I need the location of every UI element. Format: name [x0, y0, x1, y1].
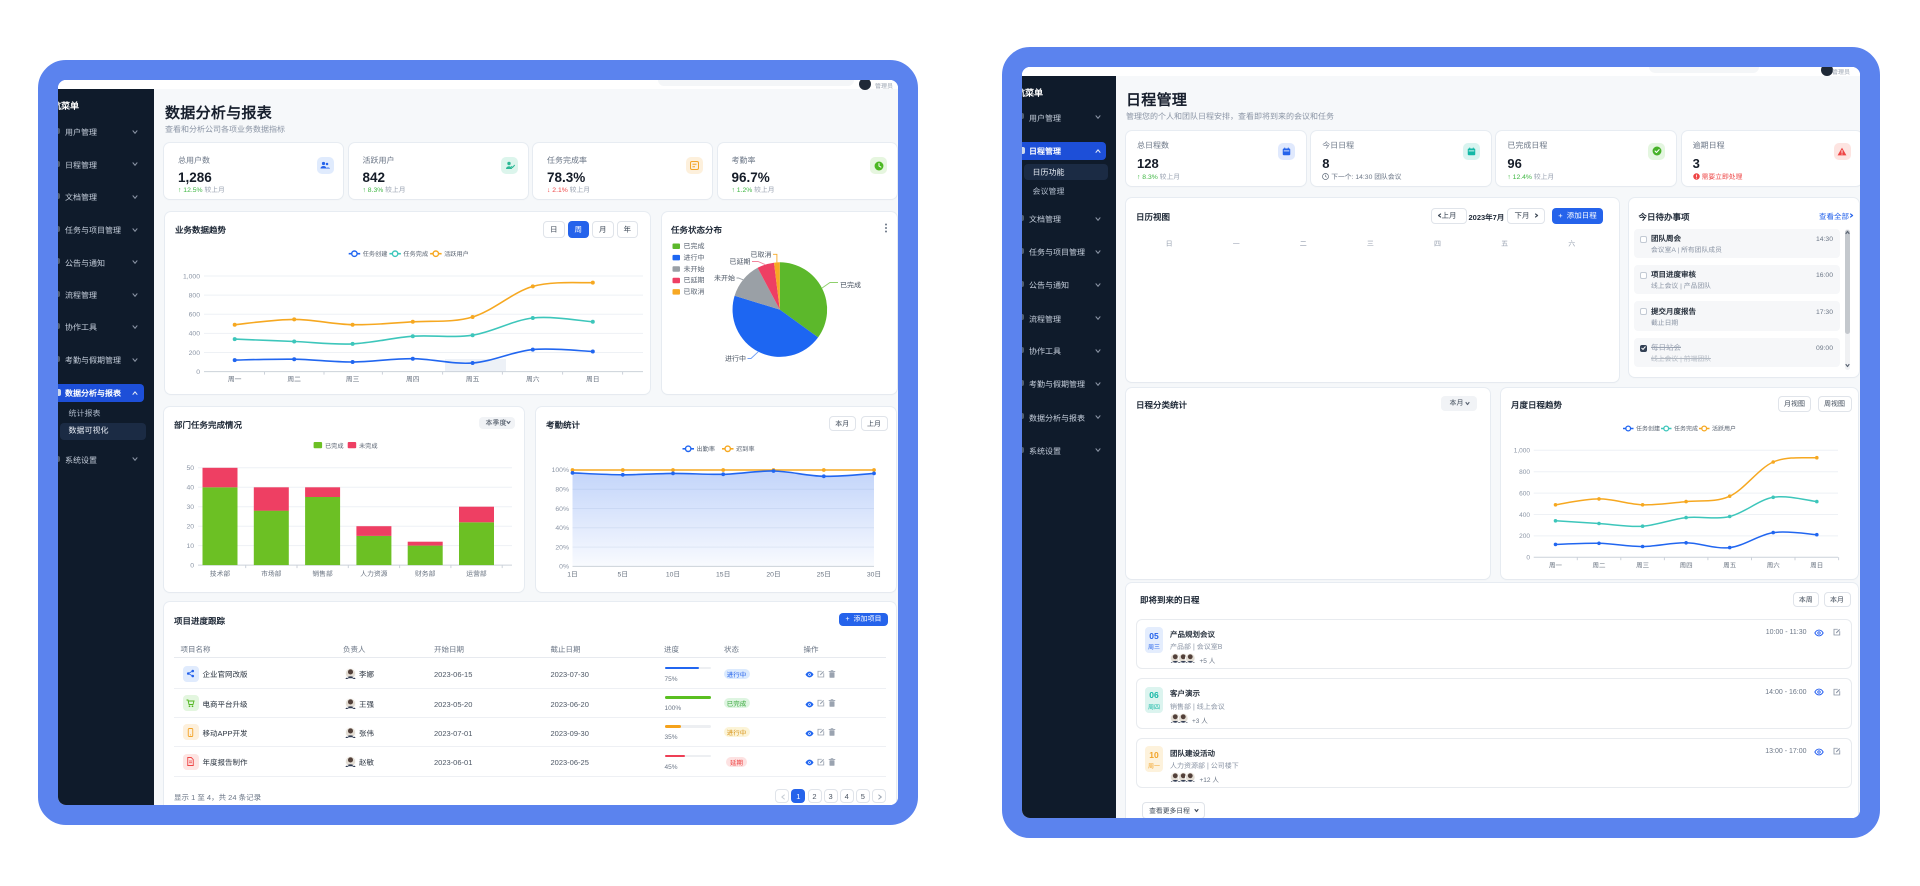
svg-text:周日: 周日	[586, 374, 600, 384]
svg-text:任务创建: 任务创建	[1636, 424, 1660, 433]
svg-text:周日: 周日	[1810, 560, 1823, 570]
svg-text:未完成: 未完成	[359, 441, 378, 450]
svg-text:400: 400	[1519, 509, 1530, 519]
svg-text:已完成: 已完成	[840, 280, 861, 290]
svg-text:周二: 周二	[1593, 560, 1607, 570]
svg-text:任务完成: 任务完成	[1674, 424, 1698, 433]
svg-text:10日: 10日	[666, 569, 680, 579]
svg-text:15日: 15日	[716, 569, 730, 579]
svg-text:周四: 周四	[1680, 560, 1693, 570]
svg-text:财务部: 财务部	[415, 568, 436, 578]
svg-text:1日: 1日	[567, 569, 578, 579]
svg-text:0%: 0%	[559, 561, 569, 571]
svg-text:迟到率: 迟到率	[736, 444, 755, 453]
svg-text:100%: 100%	[552, 464, 569, 474]
svg-text:已完成: 已完成	[683, 242, 704, 252]
svg-text:活跃用户: 活跃用户	[1712, 424, 1736, 433]
svg-text:10: 10	[186, 540, 194, 550]
svg-text:进行中: 进行中	[683, 253, 704, 263]
svg-text:600: 600	[1519, 487, 1530, 497]
svg-text:30日: 30日	[867, 569, 881, 579]
svg-text:周五: 周五	[1723, 560, 1737, 570]
svg-text:销售部: 销售部	[312, 568, 333, 578]
svg-text:周四: 周四	[406, 374, 420, 384]
svg-text:200: 200	[1519, 530, 1530, 540]
svg-text:20: 20	[186, 521, 194, 531]
svg-text:已完成: 已完成	[325, 441, 344, 450]
svg-text:1,000: 1,000	[1514, 445, 1531, 455]
svg-text:运营部: 运营部	[466, 568, 487, 578]
svg-text:800: 800	[1519, 466, 1530, 476]
svg-text:周二: 周二	[287, 374, 301, 384]
svg-text:800: 800	[189, 289, 201, 299]
svg-text:已延期: 已延期	[683, 276, 704, 286]
svg-text:40: 40	[186, 482, 194, 492]
svg-text:未开始: 未开始	[683, 264, 704, 274]
svg-text:周五: 周五	[466, 374, 480, 384]
svg-text:0: 0	[190, 559, 194, 569]
svg-text:600: 600	[189, 309, 201, 319]
svg-text:40%: 40%	[555, 522, 569, 532]
svg-text:未开始: 未开始	[714, 274, 735, 284]
svg-text:出勤率: 出勤率	[697, 444, 716, 453]
svg-text:周一: 周一	[228, 374, 242, 384]
svg-text:60%: 60%	[555, 503, 569, 513]
svg-text:0: 0	[1526, 552, 1530, 562]
svg-text:已取消: 已取消	[683, 287, 704, 297]
svg-text:周一: 周一	[1549, 560, 1563, 570]
svg-text:80%: 80%	[555, 484, 569, 494]
svg-text:5日: 5日	[618, 569, 629, 579]
svg-text:周三: 周三	[346, 374, 360, 384]
svg-text:任务创建: 任务创建	[363, 249, 388, 258]
svg-text:已延期: 已延期	[729, 257, 750, 267]
svg-text:25日: 25日	[817, 569, 831, 579]
svg-text:20%: 20%	[555, 541, 569, 551]
svg-text:50: 50	[186, 462, 194, 472]
svg-text:20日: 20日	[766, 569, 780, 579]
svg-text:人力资源: 人力资源	[360, 568, 387, 578]
svg-text:1,000: 1,000	[183, 270, 200, 280]
svg-text:市场部: 市场部	[261, 568, 282, 578]
svg-text:活跃用户: 活跃用户	[444, 249, 469, 258]
svg-text:周六: 周六	[526, 374, 540, 384]
svg-text:周六: 周六	[1767, 560, 1781, 570]
svg-text:200: 200	[189, 347, 201, 357]
svg-text:400: 400	[189, 328, 201, 338]
svg-text:已取消: 已取消	[750, 250, 771, 260]
svg-text:0: 0	[196, 366, 200, 376]
svg-text:技术部: 技术部	[210, 568, 231, 578]
svg-text:任务完成: 任务完成	[403, 249, 428, 258]
svg-text:周三: 周三	[1636, 560, 1650, 570]
svg-text:进行中: 进行中	[725, 354, 746, 364]
svg-text:30: 30	[186, 501, 194, 511]
